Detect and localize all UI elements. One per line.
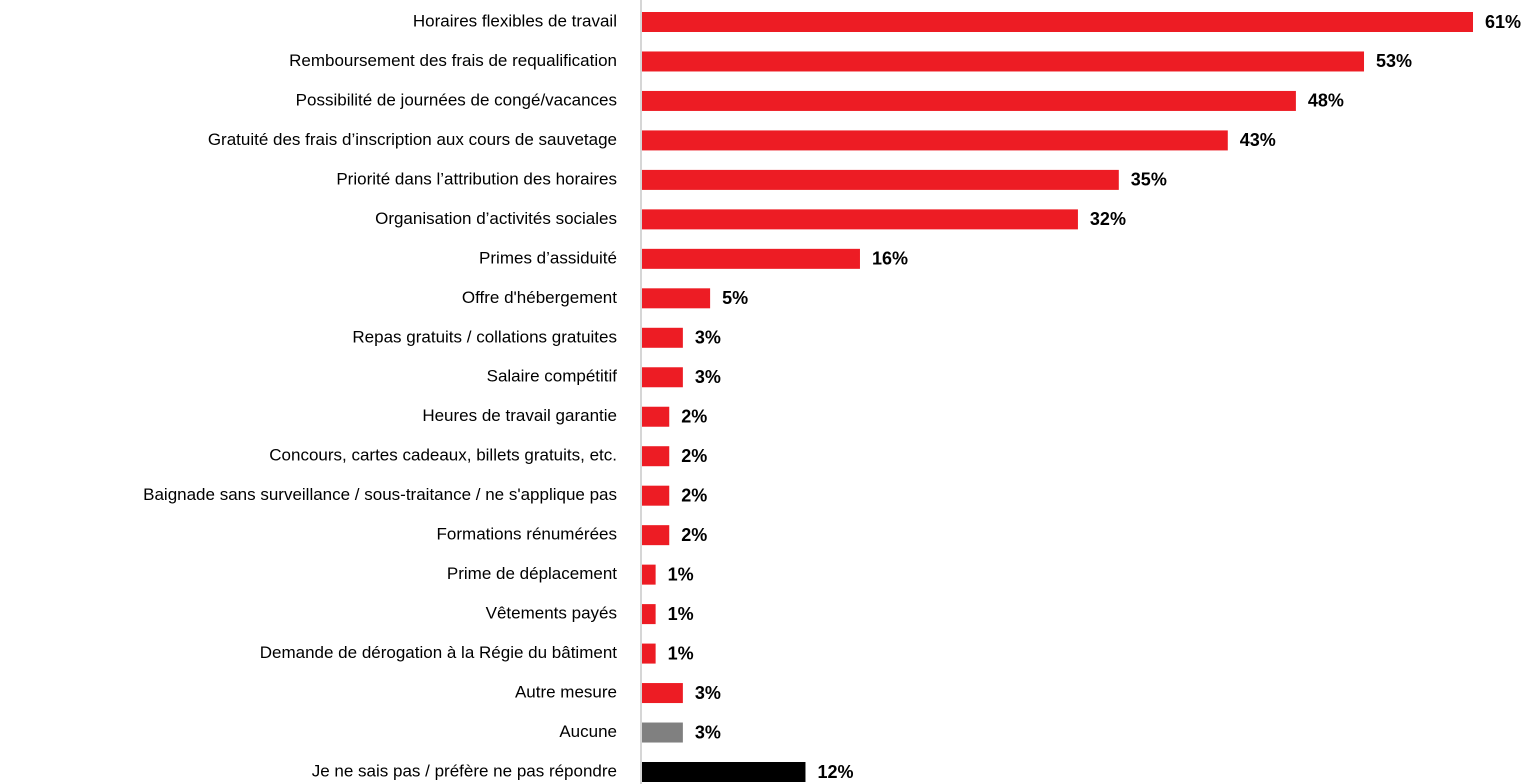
category-label: Organisation d’activités sociales [375, 209, 617, 228]
bar [642, 683, 683, 704]
value-label: 3% [695, 683, 721, 703]
bar [642, 446, 670, 467]
bar [642, 327, 683, 348]
category-label: Aucune [559, 722, 617, 741]
bar [642, 604, 656, 625]
bar [642, 288, 711, 309]
category-label: Primes d’assiduité [479, 248, 617, 267]
bar [642, 51, 1365, 72]
bar [642, 209, 1078, 230]
value-label: 3% [695, 367, 721, 387]
category-label: Vêtements payés [486, 604, 617, 623]
value-label: 2% [681, 446, 707, 466]
bar [642, 12, 1473, 32]
value-label: 43% [1240, 130, 1276, 150]
value-label: 5% [722, 288, 748, 308]
value-label: 2% [681, 525, 707, 545]
category-label: Autre mesure [515, 683, 617, 702]
category-label: Repas gratuits / collations gratuites [352, 327, 617, 346]
category-label: Heures de travail garantie [422, 406, 617, 425]
value-label: 35% [1131, 170, 1167, 190]
bar [642, 367, 683, 388]
bar [642, 130, 1228, 151]
category-label: Remboursement des frais de requalificati… [289, 51, 617, 70]
category-label: Salaire compétitif [487, 367, 618, 386]
category-label: Offre d'hébergement [462, 288, 617, 307]
bar [642, 406, 670, 427]
bar [642, 248, 860, 269]
bar [642, 564, 656, 585]
category-label: Formations rénumérées [437, 525, 617, 544]
value-label: 16% [872, 249, 908, 269]
category-label: Possibilité de journées de congé/vacance… [296, 90, 617, 109]
bar [642, 169, 1119, 190]
value-label: 32% [1090, 209, 1126, 229]
value-label: 61% [1485, 12, 1521, 32]
value-label: 2% [681, 406, 707, 426]
value-label: 53% [1376, 51, 1412, 71]
category-label: Horaires flexibles de travail [413, 11, 617, 30]
bar [642, 762, 806, 782]
bar [642, 90, 1296, 111]
value-label: 3% [695, 722, 721, 742]
category-label: Gratuité des frais d’inscription aux cou… [208, 130, 617, 149]
bar [642, 722, 683, 743]
category-label: Je ne sais pas / préfère ne pas répondre [312, 761, 617, 780]
bar [642, 643, 656, 664]
value-label: 2% [681, 485, 707, 505]
value-label: 1% [668, 564, 694, 584]
bar [642, 525, 670, 546]
value-label: 1% [668, 643, 694, 663]
value-label: 12% [817, 762, 853, 782]
category-label: Demande de dérogation à la Régie du bâti… [260, 643, 618, 662]
bar [642, 485, 670, 506]
value-label: 1% [668, 604, 694, 624]
category-label: Priorité dans l’attribution des horaires [336, 169, 617, 188]
category-label: Concours, cartes cadeaux, billets gratui… [269, 446, 617, 465]
category-label: Baignade sans surveillance / sous-traita… [143, 485, 617, 504]
category-label: Prime de déplacement [447, 564, 617, 583]
value-label: 48% [1308, 91, 1344, 111]
value-label: 3% [695, 328, 721, 348]
